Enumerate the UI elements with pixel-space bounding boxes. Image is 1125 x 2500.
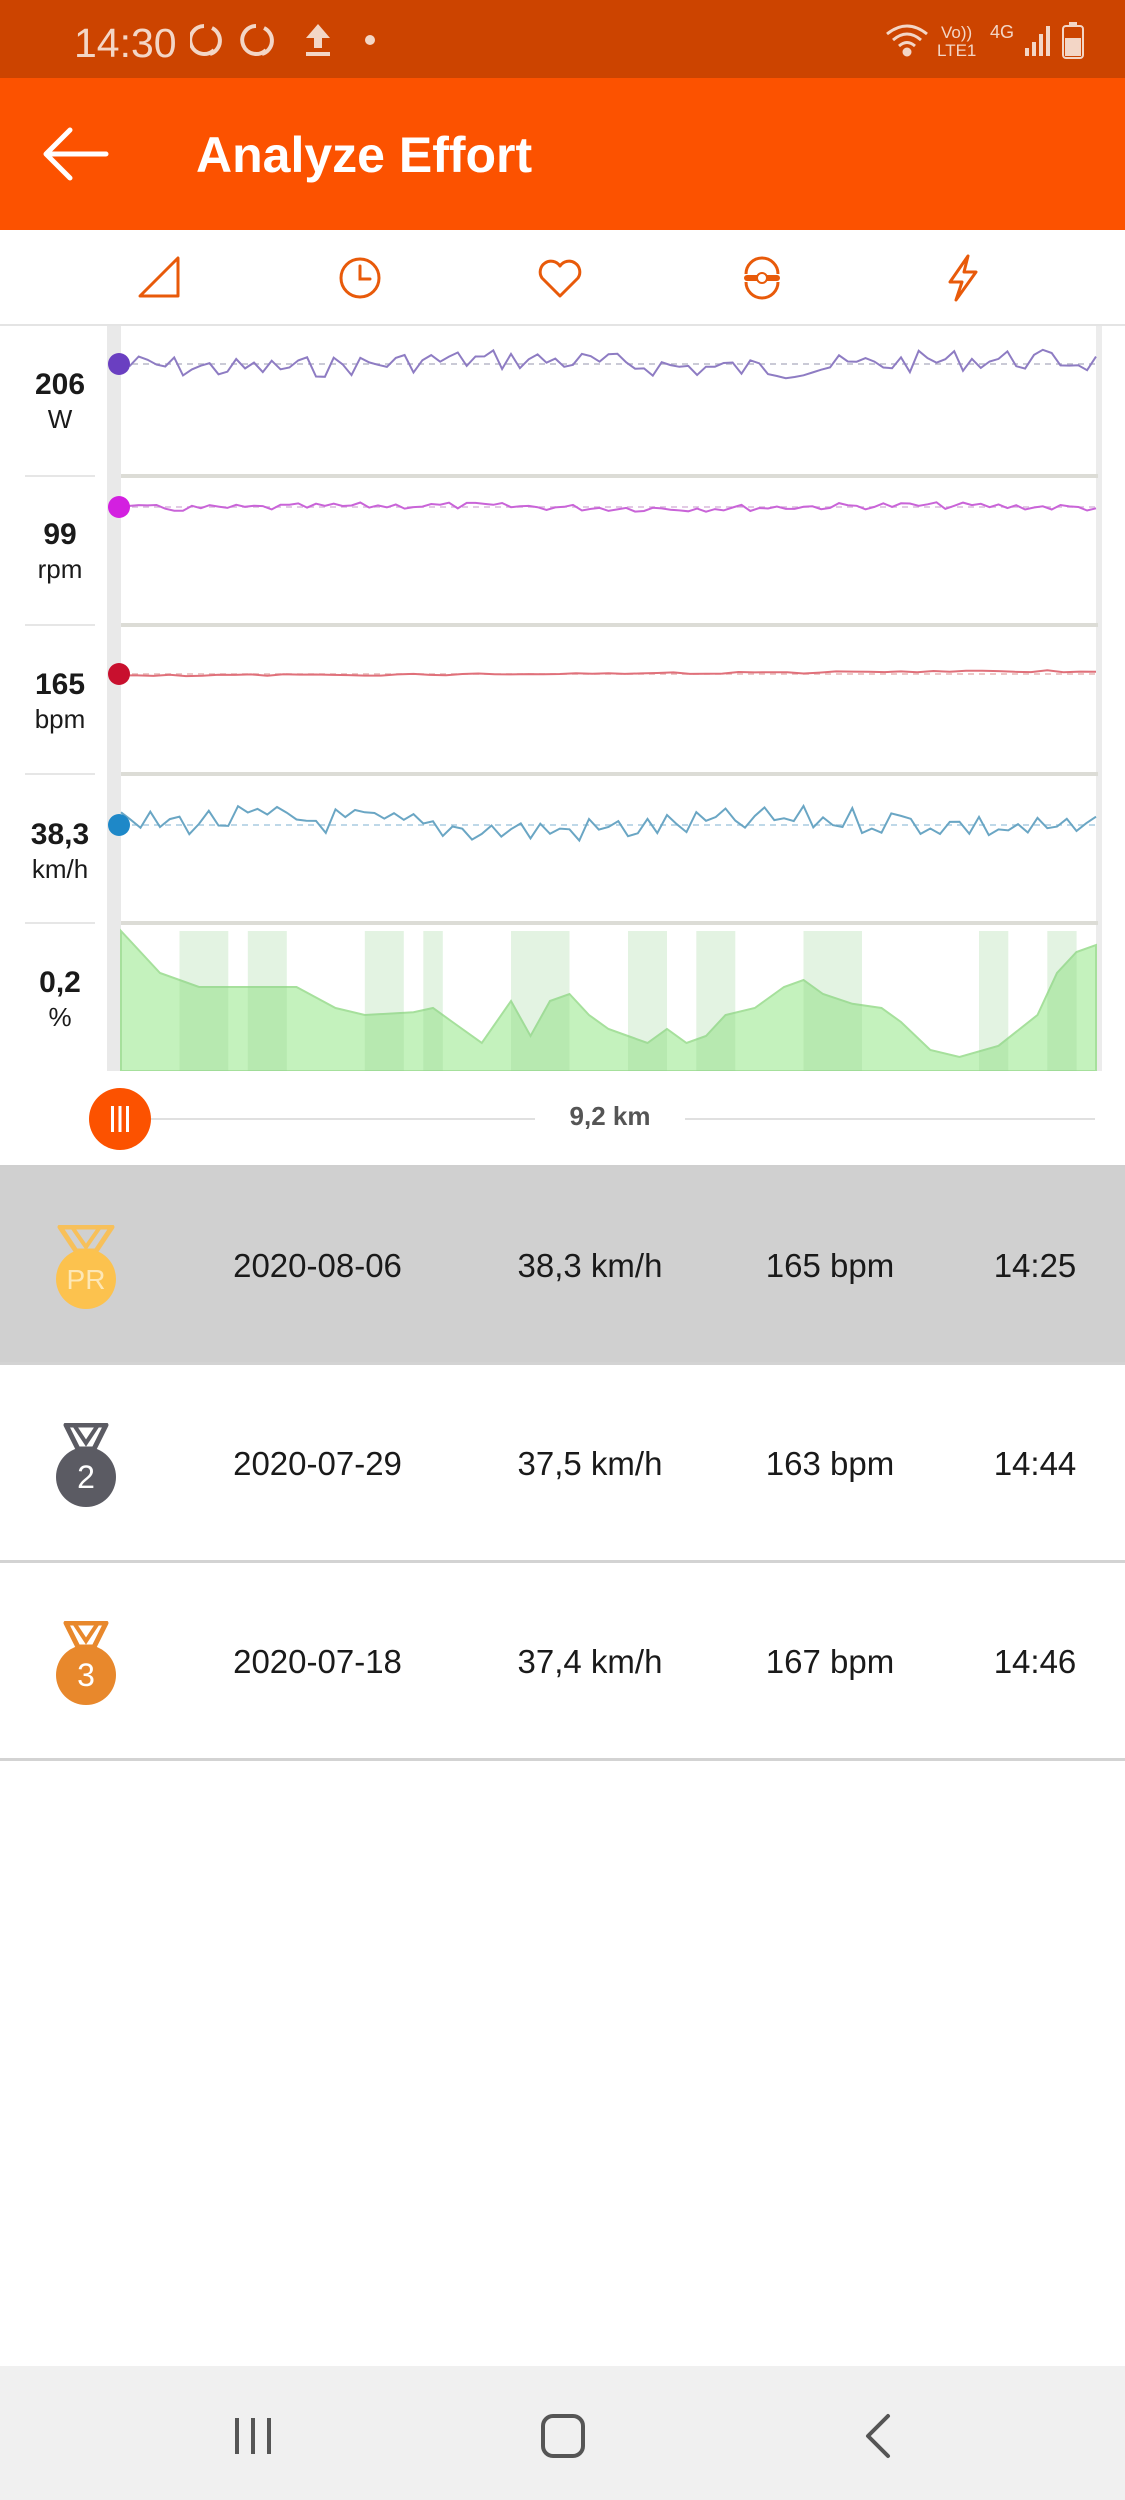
grade-band-9 [1047, 931, 1077, 1071]
wifi-icon [886, 24, 928, 57]
speed-metric: 38,3 km/h [0, 818, 120, 885]
silver-medal-icon: 2 [56, 1423, 116, 1507]
system-back-button[interactable] [844, 2406, 914, 2466]
grade-band-0 [179, 931, 229, 1071]
speed-value: 38,3 [30, 818, 90, 851]
grade-metric: 0,2 % [0, 966, 120, 1033]
effort-row-2[interactable]: 2 2020-07-29 37,5 km/h 163 bpm 14:44 [0, 1365, 1125, 1563]
effort-speed: 37,5 km/h [517, 1445, 663, 1482]
home-icon [541, 2414, 585, 2458]
status-bar: 14:30 Vo)) LTE1 [0, 0, 1125, 78]
network-label-bottom: LTE1 [937, 41, 976, 60]
slider-distance-label: 9,2 km [535, 1101, 685, 1132]
cadence-unit: rpm [37, 554, 83, 584]
tab-heart-rate[interactable] [530, 250, 590, 306]
recent-apps-button[interactable] [218, 2406, 288, 2466]
back-icon [866, 2414, 890, 2458]
app-bar: Analyze Effort [0, 78, 1125, 230]
network-type: 4G [990, 22, 1014, 42]
effort-heart-rate: 165 bpm [765, 1247, 895, 1284]
series-line-km/h [120, 803, 1097, 843]
status-time: 14:30 [74, 20, 177, 66]
home-button[interactable] [528, 2406, 598, 2466]
status-right-icons: Vo)) LTE1 4G [886, 22, 1084, 60]
sync-icon [240, 24, 274, 56]
medal-rank: 3 [77, 1657, 95, 1693]
signal-icon [1025, 26, 1050, 56]
status-left-icons [190, 24, 375, 56]
series-marker-bpm [108, 663, 130, 685]
grade-band-5 [628, 931, 667, 1071]
tab-power[interactable] [932, 250, 992, 306]
grade-band-3 [423, 931, 443, 1071]
chart-canvas [25, 326, 1102, 1071]
dot-icon [365, 35, 375, 45]
recent-apps-icon [235, 2418, 271, 2454]
battery-icon [1062, 22, 1084, 59]
grade-band-6 [696, 931, 736, 1071]
grade-band-2 [364, 931, 404, 1071]
pr-medal-icon: PR [56, 1225, 116, 1309]
series-area-% [120, 928, 1097, 1071]
system-nav-bar [0, 2366, 1125, 2500]
medal-rank: 2 [77, 1459, 95, 1495]
power-value: 206 [34, 368, 86, 401]
grade-unit: % [48, 1002, 72, 1032]
page-title: Analyze Effort [196, 127, 533, 183]
grade-band-7 [803, 931, 862, 1071]
effort-date: 2020-08-06 [233, 1247, 402, 1284]
heart-rate-value: 165 [34, 668, 86, 701]
network-label-top: Vo)) [941, 23, 972, 42]
grade-band-4 [511, 931, 570, 1071]
effort-row-pr[interactable]: PR 2020-08-06 38,3 km/h 165 bpm 14:25 [0, 1167, 1125, 1365]
back-button[interactable] [36, 114, 116, 194]
power-unit: W [47, 404, 73, 434]
series-line-W [120, 348, 1097, 380]
cadence-metric: 99 rpm [0, 518, 120, 585]
series-marker-km/h [108, 814, 130, 836]
series-marker-W [108, 353, 130, 375]
effort-heart-rate: 163 bpm [765, 1445, 895, 1482]
heart-icon [538, 259, 582, 298]
effort-date: 2020-07-18 [233, 1643, 402, 1680]
effort-time: 14:25 [993, 1247, 1077, 1284]
effort-heart-rate: 167 bpm [765, 1643, 895, 1680]
elevation-icon [138, 256, 180, 298]
speed-unit: km/h [31, 854, 89, 884]
sync-icon [190, 24, 222, 56]
tab-elevation[interactable] [130, 250, 190, 306]
arrow-left-icon [43, 127, 109, 181]
effort-time: 14:44 [993, 1445, 1077, 1482]
effort-date: 2020-07-29 [233, 1445, 402, 1482]
series-marker-rpm [108, 496, 130, 518]
slider-handle[interactable] [89, 1088, 151, 1150]
metric-tab-bar [0, 230, 1125, 326]
effort-time: 14:46 [993, 1643, 1077, 1680]
tab-cadence[interactable] [732, 250, 792, 306]
grade-band-1 [247, 931, 287, 1071]
drag-handle-icon [111, 1106, 129, 1132]
series-line-bpm [120, 669, 1097, 678]
lightning-icon [948, 254, 978, 302]
grade-band-8 [979, 931, 1009, 1071]
effort-chart[interactable]: 206 W 99 rpm 165 bpm 38,3 km/h 0,2 % [0, 326, 1125, 1071]
heart-rate-unit: bpm [34, 704, 86, 734]
distance-slider[interactable]: 9,2 km [0, 1071, 1125, 1167]
bronze-medal-icon: 3 [56, 1621, 116, 1705]
heart-rate-metric: 165 bpm [0, 668, 120, 735]
cadence-icon [744, 256, 780, 300]
clock-icon [339, 257, 381, 299]
effort-speed: 38,3 km/h [517, 1247, 663, 1284]
power-metric: 206 W [0, 368, 120, 435]
tab-time[interactable] [330, 250, 390, 306]
cadence-value: 99 [43, 518, 77, 551]
effort-row-3[interactable]: 3 2020-07-18 37,4 km/h 167 bpm 14:46 [0, 1563, 1125, 1761]
series-line-rpm [120, 501, 1097, 513]
upload-icon [306, 24, 330, 56]
medal-rank: PR [67, 1264, 106, 1295]
grade-value: 0,2 [39, 966, 81, 999]
effort-speed: 37,4 km/h [517, 1643, 663, 1680]
